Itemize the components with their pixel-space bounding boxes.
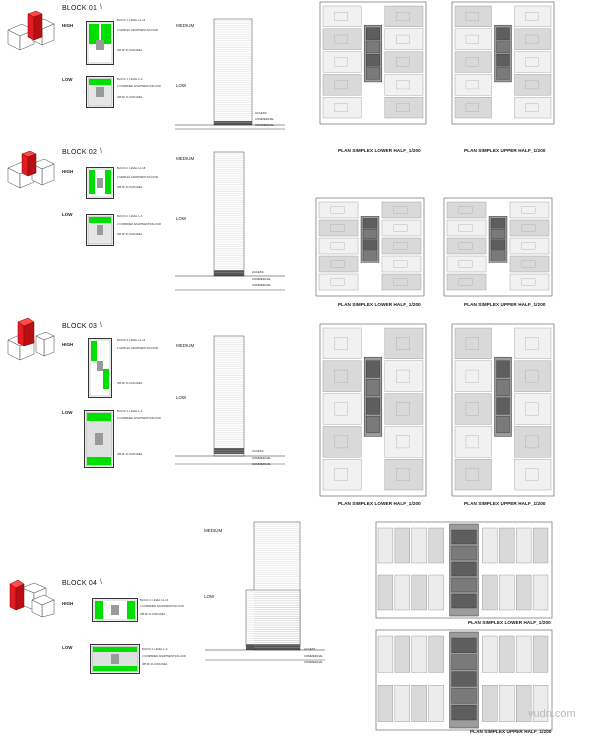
tower-low-label: LOW — [176, 216, 187, 221]
high-level-text: BLOCK 4: LEVEL 11~13 — [140, 599, 169, 602]
high-label: HIGH — [62, 23, 74, 28]
caption-upper-half: PLAN SIMPLEX UPPER HALF_1/200 — [464, 148, 546, 153]
massing-diagram-block-02 — [7, 150, 55, 189]
low-label: LOW — [62, 77, 73, 82]
low-level-text: BLOCK 2: LEVEL 1~6 — [117, 215, 143, 218]
tower-medium-label: MEDIUM — [176, 156, 195, 161]
high-label: HIGH — [62, 169, 74, 174]
high-level-text: BLOCK 2: LEVEL 11~18 — [117, 167, 146, 170]
low-floor-thumbnail — [84, 410, 114, 468]
tower-commercial-label: COMMERCIAL — [255, 117, 274, 121]
block-title: BLOCK 04 — [62, 580, 98, 587]
tower-commercial-label: COMMERCIAL — [252, 277, 271, 281]
tower-medium-label: MEDIUM — [176, 343, 195, 348]
tower-low-label: LOW — [176, 83, 187, 88]
low-area-text: 385 M² FLOOR AREA — [117, 233, 143, 236]
block-title: BLOCK 01 — [62, 5, 98, 12]
tower-medium-label: MEDIUM — [176, 23, 195, 28]
caption-upper-half: PLAN SIMPLEX UPPER HALF_1/200 — [464, 302, 546, 307]
high-floor-thumbnail — [86, 21, 114, 65]
caption-lower-half: PLAN SIMPLEX LOWER HALF_1/200 — [468, 620, 551, 625]
tower-commercial-label: COMMERCIAL — [304, 654, 323, 658]
floor-plan-lower-half — [374, 520, 554, 620]
floor-plan-upper-half — [450, 322, 556, 498]
tower-access-label: ACCESS — [304, 647, 316, 651]
tower-low-label: LOW — [204, 594, 215, 599]
tower-commercial-label-2: COMMERCIAL — [255, 123, 274, 127]
low-area-text: 385 M² FLOOR AREA — [117, 96, 143, 99]
low-floor-thumbnail — [86, 76, 114, 108]
high-level-text: BLOCK 1: LEVEL 11~15 — [117, 19, 146, 22]
caption-upper-half: PLAN SIMPLEX UPPER HALF_1/200 — [470, 729, 552, 734]
low-type-text: 2 COMBINED APARTMENTS/FLOOR — [117, 417, 161, 420]
low-type-text: 2 COMBINED APARTMENTS/FLOOR — [117, 223, 161, 226]
caption-upper-half: PLAN SIMPLEX UPPER HALF_1/200 — [464, 501, 546, 506]
low-label: LOW — [62, 212, 73, 217]
block-title: BLOCK 02 — [62, 149, 98, 156]
tower-low-label: LOW — [176, 395, 187, 400]
high-area-text: 385 M² FLOOR AREA — [117, 49, 143, 52]
tower-section-block-02 — [175, 151, 285, 291]
tower-commercial-label-2: COMMERCIAL — [252, 462, 271, 466]
low-type-text: 2 COMBINED APARTMENTS/FLOOR — [117, 85, 161, 88]
high-type-text: 2 SIMPLEX APARTMENTS/FLOOR — [117, 176, 159, 179]
high-type-text: 2 SIMPLEX APARTMENTS/FLOOR — [117, 347, 159, 350]
tower-medium-label: MEDIUM — [204, 528, 223, 533]
low-label: LOW — [62, 645, 73, 650]
high-area-text: 385 M² FLOOR AREA — [117, 382, 143, 385]
high-floor-thumbnail — [86, 167, 114, 199]
low-level-text: BLOCK 1: LEVEL 1~6 — [117, 78, 143, 81]
low-floor-thumbnail — [90, 644, 140, 674]
high-area-text: 385 M² FLOOR AREA — [117, 186, 143, 189]
caption-lower-half: PLAN SIMPLEX LOWER HALF_1/200 — [338, 148, 421, 153]
north-arrow-icon: \ — [100, 148, 102, 155]
north-arrow-icon: \ — [100, 4, 102, 11]
low-type-text: 2 COMBINED APARTMENTS/FLOOR — [142, 655, 186, 658]
massing-diagram-block-04 — [9, 579, 55, 618]
tower-access-label: ACCESS — [255, 111, 267, 115]
tower-section-block-03 — [175, 335, 285, 465]
tower-access-label: ACCESS — [252, 449, 264, 453]
tower-section-block-04 — [205, 521, 325, 661]
massing-diagram-block-03 — [7, 317, 55, 361]
massing-diagram-block-01 — [7, 10, 55, 51]
high-floor-thumbnail — [92, 598, 138, 622]
floor-plan-upper-half — [450, 0, 556, 126]
tower-commercial-label: COMMERCIAL — [252, 456, 271, 460]
high-type-text: 2 COMBINED APARTMENTS/FLOOR — [140, 605, 184, 608]
high-label: HIGH — [62, 601, 74, 606]
north-arrow-icon: \ — [100, 579, 102, 586]
tower-commercial-label-2: COMMERCIAL — [304, 660, 323, 664]
high-label: HIGH — [62, 342, 74, 347]
caption-lower-half: PLAN SIMPLEX LOWER HALF_1/200 — [338, 501, 421, 506]
tower-section-block-01 — [175, 18, 285, 130]
watermark-text: vudn.com — [528, 708, 576, 720]
floor-plan-upper-half — [374, 628, 554, 732]
tower-access-label: ACCESS — [252, 270, 264, 274]
high-type-text: 2 SIMPLEX APARTMENTS/FLOOR — [117, 29, 159, 32]
low-area-text: 385 M² FLOOR AREA — [142, 663, 168, 666]
high-level-text: BLOCK 3: LEVEL 11~15 — [117, 339, 146, 342]
north-arrow-icon: \ — [100, 322, 102, 329]
block-title: BLOCK 03 — [62, 323, 98, 330]
low-level-text: BLOCK 4: LEVEL 1~6 — [142, 648, 168, 651]
low-level-text: BLOCK 3: LEVEL 1~6 — [117, 410, 143, 413]
floor-plan-lower-half — [318, 0, 428, 126]
low-label: LOW — [62, 410, 73, 415]
floor-plan-lower-half — [318, 322, 428, 498]
floor-plan-lower-half — [314, 196, 426, 298]
low-floor-thumbnail — [86, 214, 114, 246]
low-area-text: 385 M² FLOOR AREA — [117, 453, 143, 456]
floor-plan-upper-half — [442, 196, 554, 298]
high-floor-thumbnail — [88, 338, 112, 398]
tower-commercial-label-2: COMMERCIAL — [252, 283, 271, 287]
high-area-text: 385 M² FLOOR AREA — [140, 613, 166, 616]
caption-lower-half: PLAN SIMPLEX LOWER HALF_1/200 — [338, 302, 421, 307]
